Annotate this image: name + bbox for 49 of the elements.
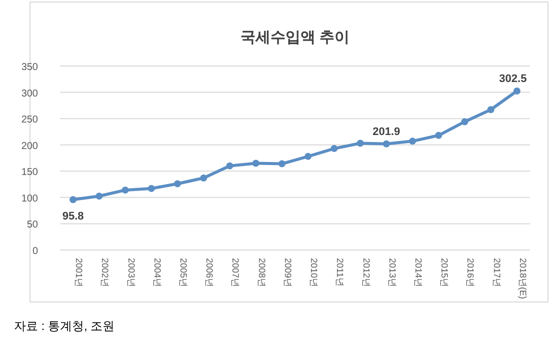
x-tick-label: 2011년 bbox=[335, 258, 346, 286]
point bbox=[513, 87, 520, 94]
x-tick-label: 2016년 bbox=[466, 258, 476, 288]
point bbox=[382, 140, 390, 148]
x-tick-label: 2006년 bbox=[204, 258, 215, 288]
y-tick-label: 300 bbox=[21, 88, 38, 100]
x-tick-label: 2017년 bbox=[492, 258, 502, 288]
point bbox=[96, 192, 103, 200]
x-tick-label: 2015년 bbox=[440, 258, 450, 288]
point bbox=[200, 174, 208, 182]
point bbox=[174, 180, 181, 188]
point bbox=[70, 196, 77, 204]
x-tick-label: 2003년 bbox=[126, 258, 136, 288]
data-label: 201.9 bbox=[372, 126, 400, 138]
point bbox=[148, 184, 155, 192]
point bbox=[435, 132, 442, 139]
y-tick-label: 100 bbox=[21, 193, 38, 204]
y-tick-label: 200 bbox=[21, 140, 38, 152]
y-tick-label: 50 bbox=[26, 220, 38, 231]
y-tick-label: 0 bbox=[32, 246, 38, 257]
point bbox=[304, 152, 312, 160]
x-tick-label: 2018년(E) bbox=[518, 258, 528, 300]
x-tick-label: 2014년 bbox=[414, 258, 424, 288]
x-tick-label: 2008년 bbox=[256, 258, 267, 288]
point bbox=[461, 118, 468, 126]
x-tick-label: 2007년 bbox=[230, 258, 241, 288]
point bbox=[356, 140, 364, 147]
point bbox=[330, 145, 338, 152]
chart-title: 국세수입액 추이 bbox=[240, 29, 350, 46]
x-tick-label: 2002년 bbox=[100, 258, 110, 288]
point bbox=[409, 138, 416, 145]
y-tick-label: 250 bbox=[21, 114, 38, 126]
x-tick-label: 2012년 bbox=[361, 258, 372, 288]
text: 자료 : 통계청, 조원 bbox=[14, 319, 115, 333]
point bbox=[252, 160, 260, 167]
x-tick-label: 2009년 bbox=[282, 258, 293, 288]
point bbox=[122, 186, 129, 194]
data-label: 302.5 bbox=[499, 72, 527, 85]
x-tick-label: 2013년 bbox=[387, 258, 398, 288]
x-tick-label: 2010년 bbox=[309, 258, 320, 288]
y-tick-label: 350 bbox=[21, 62, 38, 73]
x-tick-label: 2005년 bbox=[178, 258, 188, 288]
point bbox=[226, 162, 234, 170]
point bbox=[487, 106, 494, 114]
y-tick-label: 150 bbox=[21, 167, 38, 178]
data-label: 95.8 bbox=[62, 210, 84, 223]
x-tick-label: 2001년 bbox=[74, 258, 84, 288]
point bbox=[278, 160, 286, 168]
x-tick-label: 2004년 bbox=[152, 258, 162, 288]
